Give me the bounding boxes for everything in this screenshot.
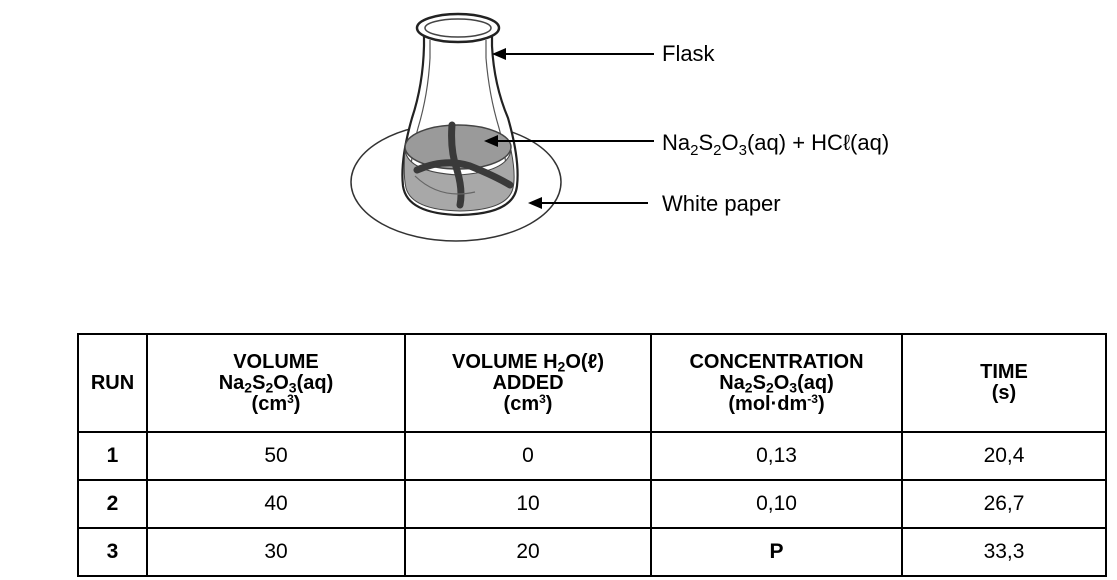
volume-cell: 30 (146, 527, 406, 577)
flask-label: Flask (662, 41, 716, 66)
concentration-cell: 0,10 (650, 479, 903, 529)
label-arrows (484, 48, 654, 209)
volume-cell: 50 (146, 431, 406, 481)
water-cell: 0 (404, 431, 652, 481)
solution-label: Na2S2O3(aq) + HCℓ(aq) (662, 130, 889, 159)
volume-cell: 40 (146, 479, 406, 529)
results-table: RUN VOLUME Na2S2O3(aq) (cm3) VOLUME H2O(… (77, 333, 1107, 577)
run-cell: 1 (77, 431, 148, 481)
table-row: 3 30 20 P 33,3 (77, 527, 1107, 577)
run-cell: 2 (77, 479, 148, 529)
experiment-diagram: Flask Na2S2O3(aq) + HCℓ(aq) White paper (350, 12, 889, 242)
table-row: 1 50 0 0,13 20,4 (77, 431, 1107, 481)
run-cell: 3 (77, 527, 148, 577)
header-time: TIME (s) (901, 333, 1107, 433)
cross-mark (448, 121, 465, 209)
table-row: 2 40 10 0,10 26,7 (77, 479, 1107, 529)
concentration-cell: 0,13 (650, 431, 903, 481)
header-run: RUN (77, 333, 148, 433)
time-cell: 26,7 (901, 479, 1107, 529)
header-volume: VOLUME Na2S2O3(aq) (cm3) (146, 333, 406, 433)
header-row: RUN VOLUME Na2S2O3(aq) (cm3) VOLUME H2O(… (77, 333, 1107, 433)
water-cell: 20 (404, 527, 652, 577)
paper-label: White paper (662, 191, 781, 216)
time-cell: 20,4 (901, 431, 1107, 481)
header-water: VOLUME H2O(ℓ) ADDED (cm3) (404, 333, 652, 433)
concentration-cell: P (650, 527, 903, 577)
water-cell: 10 (404, 479, 652, 529)
header-concentration: CONCENTRATION Na2S2O3(aq) (mol·dm-3) (650, 333, 903, 433)
time-cell: 33,3 (901, 527, 1107, 577)
